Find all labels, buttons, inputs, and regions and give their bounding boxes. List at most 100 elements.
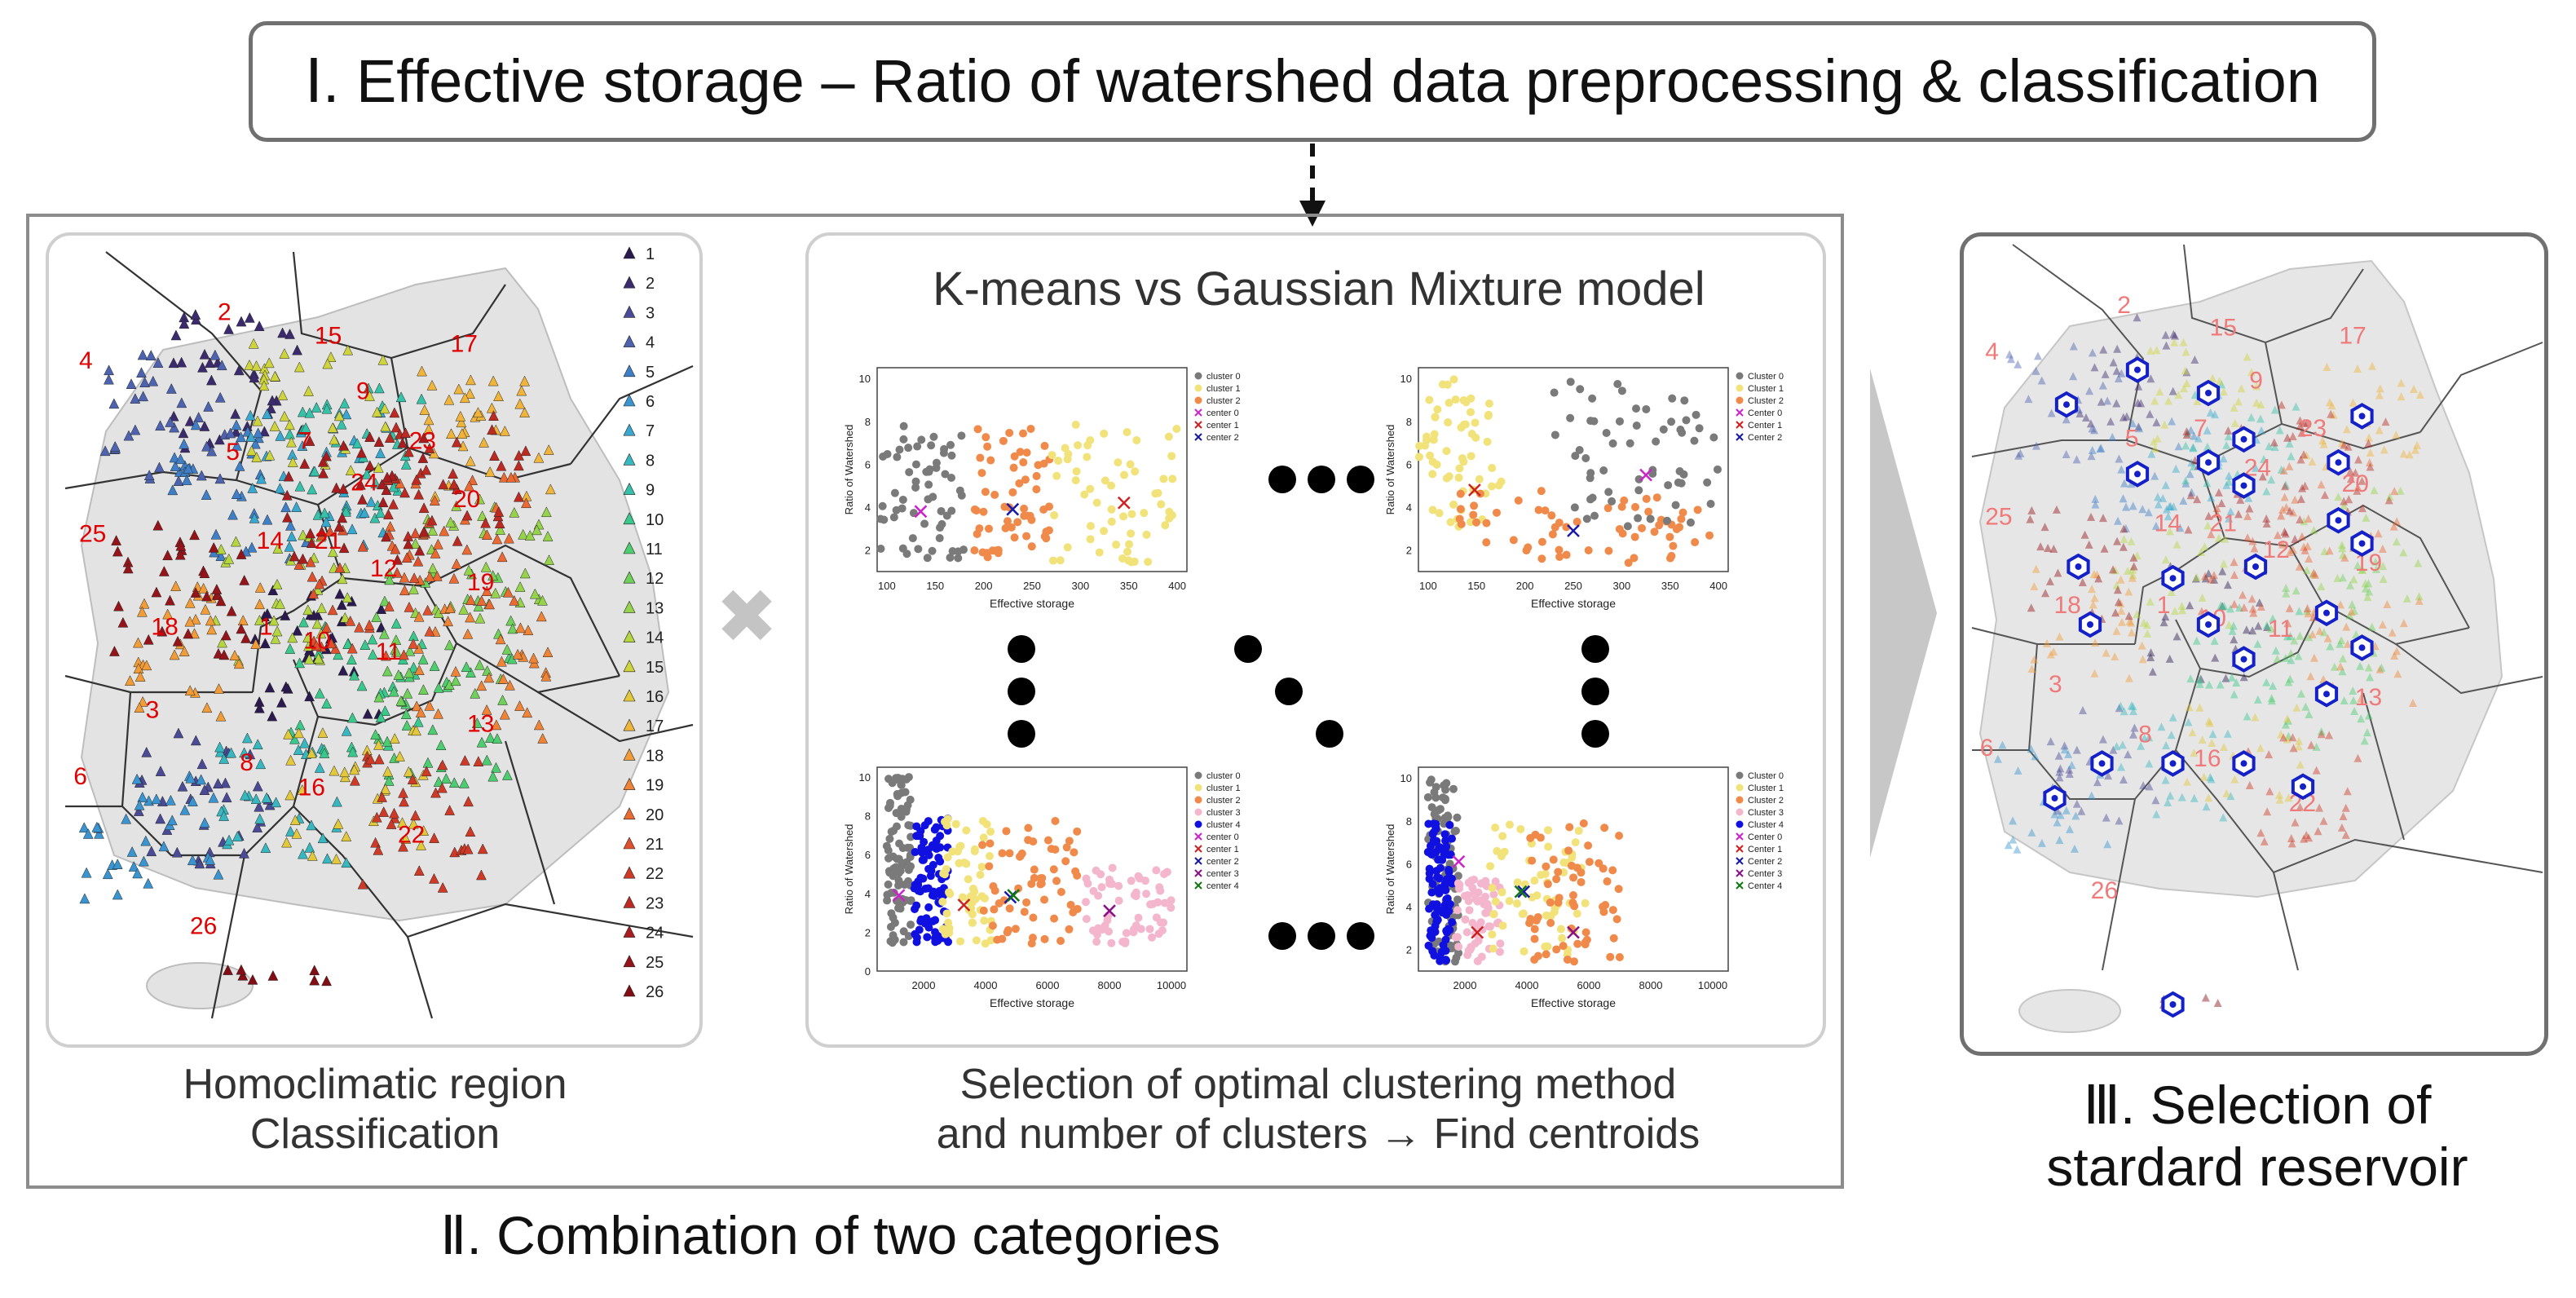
scatter-point	[1674, 478, 1683, 487]
scatter-point	[1706, 500, 1715, 509]
station-triangle	[390, 543, 401, 554]
station-triangle	[299, 737, 311, 748]
station-triangle	[2134, 422, 2143, 431]
station-triangle	[2237, 384, 2246, 393]
station-triangle	[488, 410, 499, 421]
scatter-point	[893, 453, 902, 461]
station-triangle	[2121, 502, 2130, 511]
station-triangle	[262, 514, 273, 525]
station-triangle	[2260, 455, 2269, 463]
scatter-point	[1433, 405, 1442, 414]
scatter-point	[970, 546, 979, 555]
station-triangle	[2307, 740, 2316, 749]
station-triangle	[2334, 492, 2343, 501]
station-triangle	[214, 391, 226, 403]
station-triangle	[2303, 418, 2312, 427]
scatter-point	[1449, 375, 1458, 384]
scatter-point	[1426, 841, 1435, 850]
station-triangle	[2353, 483, 2362, 492]
station-triangle	[2286, 631, 2295, 640]
scatter-point	[915, 925, 924, 934]
station-triangle	[253, 427, 264, 439]
scatter-point	[1678, 508, 1687, 517]
station-triangle	[165, 594, 175, 606]
station-triangle	[2197, 548, 2206, 557]
station-triangle	[327, 422, 338, 433]
legend-label: center 2	[1206, 857, 1239, 867]
station-triangle	[373, 844, 384, 855]
station-triangle	[2320, 547, 2329, 556]
station-triangle	[2213, 999, 2222, 1008]
scatter-point	[1142, 530, 1151, 539]
station-triangle	[201, 590, 213, 602]
legend-x-icon	[1736, 857, 1744, 865]
station-triangle	[2302, 830, 2311, 839]
station-triangle	[2297, 532, 2306, 541]
scatter-point	[1436, 956, 1445, 965]
station-triangle	[2287, 656, 2296, 664]
station-triangle	[2415, 592, 2424, 601]
station-triangle	[2096, 444, 2105, 453]
station-triangle	[437, 759, 448, 770]
station-triangle	[281, 837, 292, 848]
scatter-point	[893, 792, 902, 801]
scatter-point	[1480, 892, 1489, 901]
scatter-point	[1482, 519, 1491, 528]
standard-reservoir-marker	[2350, 403, 2374, 430]
scatter-point	[922, 467, 931, 476]
x-tick-label: 4000	[974, 979, 998, 991]
scatter-point	[1638, 523, 1647, 532]
station-triangle	[370, 729, 382, 740]
station-triangle	[427, 563, 439, 574]
station-triangle	[213, 868, 224, 880]
y-tick-label: 8	[1406, 815, 1412, 828]
scatter-point	[1581, 454, 1590, 463]
station-triangle	[399, 796, 409, 807]
station-triangle	[152, 357, 164, 368]
scatter-point	[1069, 907, 1078, 916]
station-triangle	[484, 732, 496, 743]
ellipsis-dot	[1275, 678, 1303, 705]
x-tick-label: 250	[1564, 580, 1582, 592]
station-triangle	[2300, 834, 2309, 843]
station-triangle	[2098, 735, 2107, 744]
step1-box: Ⅰ. Effective storage – Ratio of watershe…	[249, 21, 2376, 142]
homoclimatic-map-panel: 2 15 17 4 9 23 5 7 24 20 25 14 21 12 19 18 1 10 11 3 13 8 16 6 2…	[46, 232, 703, 1048]
station-triangle	[322, 358, 333, 369]
step3-label-line2: stardard reservoir	[2046, 1136, 2468, 1197]
station-triangle	[151, 586, 162, 598]
station-triangle	[2052, 505, 2061, 514]
station-triangle	[2374, 529, 2383, 538]
station-triangle	[139, 377, 150, 387]
station-triangle	[2413, 440, 2422, 449]
station-triangle	[199, 784, 210, 796]
station-triangle	[2265, 442, 2274, 451]
scatter-point	[1544, 842, 1553, 851]
station-triangle	[495, 524, 506, 535]
station-triangle	[2089, 569, 2098, 578]
station-triangle	[333, 410, 345, 422]
station-triangle	[2056, 764, 2065, 773]
station-triangle	[109, 645, 120, 656]
homoclimatic-caption: Homoclimatic region Classification	[49, 1060, 701, 1160]
station-triangle	[2151, 796, 2160, 805]
station-triangle	[2303, 541, 2312, 550]
scatter-point	[876, 545, 885, 554]
legend-triangle-icon	[623, 837, 636, 850]
station-triangle	[494, 518, 505, 528]
scatter-point	[902, 896, 911, 905]
station-triangle	[476, 736, 487, 748]
station-triangle	[2186, 426, 2195, 435]
station-triangle	[272, 543, 284, 554]
station-triangle	[2009, 835, 2018, 844]
station-triangle	[240, 789, 250, 801]
station-triangle	[2399, 449, 2408, 458]
scatter-point	[1105, 927, 1114, 936]
station-triangle	[2230, 558, 2239, 567]
station-triangle	[451, 436, 462, 448]
legend-label: center 1	[1206, 845, 1239, 854]
station-triangle	[2108, 432, 2117, 441]
station-triangle	[2128, 565, 2137, 574]
station-triangle	[285, 328, 295, 339]
scatter-point	[1013, 518, 1022, 527]
